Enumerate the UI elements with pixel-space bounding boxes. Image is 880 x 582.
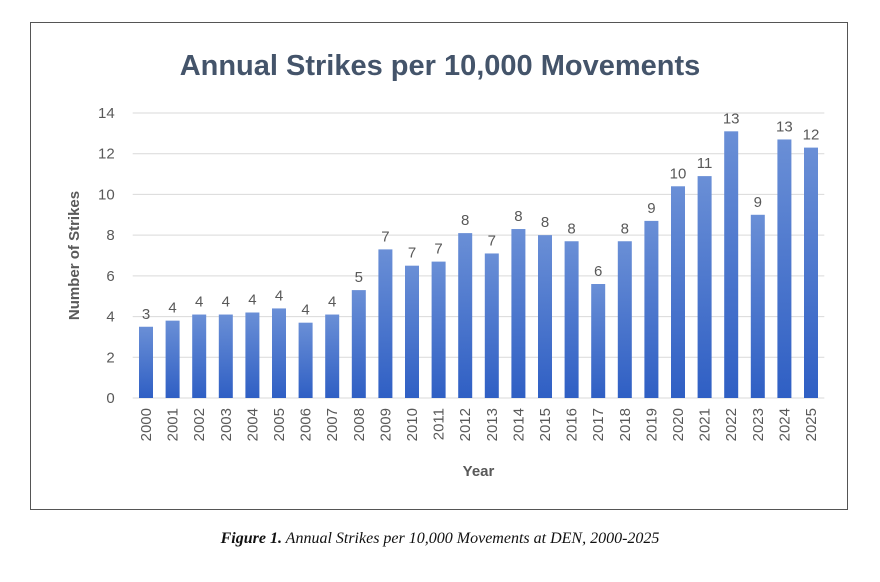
data-label: 13	[723, 110, 740, 127]
y-tick-label: 6	[106, 268, 114, 285]
data-label: 7	[408, 245, 416, 262]
x-tick-label: 2001	[165, 408, 182, 441]
data-label: 7	[381, 228, 389, 245]
bar-2008	[351, 290, 366, 398]
bar-2011	[431, 261, 446, 398]
data-label: 9	[754, 194, 762, 211]
bar-2022	[724, 131, 739, 399]
x-tick-label: 2014	[510, 408, 527, 441]
data-label: 4	[275, 287, 283, 304]
bar-2025	[804, 147, 818, 398]
x-tick-label: 2005	[271, 408, 288, 441]
y-tick-label: 0	[106, 390, 114, 407]
data-label: 13	[776, 118, 793, 135]
data-label: 4	[222, 294, 230, 311]
data-label: 8	[621, 220, 629, 237]
x-tick-label: 2021	[697, 408, 714, 441]
y-tick-label: 14	[98, 105, 115, 122]
chart-title: Annual Strikes per 10,000 Movements	[180, 50, 701, 82]
x-tick-label: 2008	[351, 408, 368, 441]
caption-label: Figure 1.	[220, 530, 282, 547]
x-tick-label: 2010	[404, 408, 421, 441]
data-label: 4	[328, 294, 336, 311]
bar-2018	[617, 241, 632, 398]
y-tick-label: 8	[106, 227, 114, 244]
x-tick-label: 2022	[723, 408, 740, 441]
x-tick-label: 2013	[484, 408, 501, 441]
data-label: 4	[248, 292, 256, 309]
x-tick-label: 2015	[537, 408, 554, 441]
x-tick-label: 2006	[298, 408, 315, 441]
x-tick-label: 2016	[564, 408, 581, 441]
bar-2001	[165, 320, 180, 398]
bar-2003	[218, 314, 233, 398]
bar-2024	[777, 139, 792, 398]
bar-2017	[591, 284, 606, 398]
bar-2015	[538, 235, 552, 398]
bar-2000	[139, 326, 153, 398]
x-tick-label: 2019	[643, 408, 660, 441]
bar-2023	[750, 214, 765, 398]
x-tick-label: 2003	[218, 408, 235, 441]
data-label: 4	[168, 300, 176, 317]
bar-2012	[458, 233, 473, 398]
data-label: 8	[567, 220, 575, 237]
figure-caption: Figure 1. Annual Strikes per 10,000 Move…	[0, 530, 880, 548]
data-label: 4	[195, 294, 203, 311]
caption-text: Annual Strikes per 10,000 Movements at D…	[281, 530, 660, 547]
x-tick-label: 2025	[803, 408, 820, 441]
bar-2020	[671, 186, 685, 398]
x-tick-label: 2002	[191, 408, 208, 441]
bar-2004	[245, 312, 260, 398]
data-label: 7	[488, 232, 496, 249]
x-tick-label: 2023	[750, 408, 767, 441]
bar-chart: Annual Strikes per 10,000 Movements 0 2 4 6 8…	[66, 50, 825, 480]
x-tick-label: 2007	[324, 408, 341, 441]
data-label: 7	[434, 241, 442, 258]
data-label: 11	[697, 155, 713, 172]
bar-2013	[484, 253, 499, 398]
data-label: 4	[301, 302, 309, 319]
x-tick-label: 2009	[377, 408, 394, 441]
bar-2007	[325, 314, 340, 398]
x-tick-label: 2004	[244, 408, 261, 441]
bar-2009	[378, 249, 393, 398]
bar-2010	[405, 265, 419, 398]
bar-2021	[697, 176, 712, 398]
data-label: 6	[594, 263, 602, 280]
bar-2006	[298, 322, 313, 398]
chart-frame: Annual Strikes per 10,000 Movements 0 2 4 6 8…	[30, 22, 848, 510]
data-label: 10	[670, 165, 687, 182]
bar-2019	[644, 220, 659, 398]
y-tick-label: 12	[98, 146, 115, 163]
x-tick-label: 2020	[670, 408, 687, 441]
x-axis-label: Year	[463, 463, 495, 480]
data-label: 3	[142, 306, 150, 323]
x-tick-label: 2000	[138, 408, 155, 441]
y-axis-label: Number of Strikes	[66, 191, 83, 320]
data-label: 8	[461, 212, 469, 229]
data-label: 5	[355, 269, 363, 286]
bar-2014	[511, 229, 526, 398]
y-tick-label: 4	[106, 309, 114, 326]
bar-2002	[192, 314, 207, 398]
bar-2016	[564, 241, 579, 398]
x-tick-label: 2012	[457, 408, 474, 441]
x-tick-label: 2017	[590, 408, 607, 441]
data-label: 12	[803, 127, 820, 144]
x-tick-label: 2011	[431, 408, 448, 440]
x-tick-label: 2024	[776, 408, 793, 441]
y-tick-label: 10	[98, 186, 115, 203]
x-tick-label: 2018	[617, 408, 634, 441]
y-tick-label: 2	[106, 349, 114, 366]
data-label: 9	[647, 200, 655, 217]
data-label: 8	[514, 208, 522, 225]
data-label: 8	[541, 214, 549, 231]
bar-2005	[272, 308, 286, 398]
